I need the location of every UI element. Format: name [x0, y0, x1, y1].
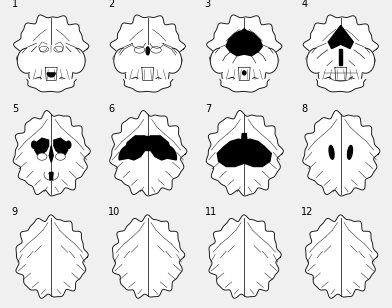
Polygon shape — [73, 48, 85, 73]
Polygon shape — [226, 31, 262, 56]
Polygon shape — [303, 15, 378, 83]
Polygon shape — [47, 73, 55, 77]
Ellipse shape — [66, 141, 71, 148]
Ellipse shape — [56, 153, 65, 160]
Polygon shape — [44, 172, 58, 180]
Ellipse shape — [348, 145, 352, 159]
Polygon shape — [27, 79, 76, 92]
Polygon shape — [217, 139, 271, 167]
Polygon shape — [363, 48, 375, 73]
Polygon shape — [170, 48, 181, 73]
Polygon shape — [145, 136, 151, 150]
Polygon shape — [240, 29, 248, 38]
Text: 12: 12 — [301, 207, 314, 217]
Polygon shape — [119, 145, 133, 160]
Polygon shape — [303, 111, 380, 196]
Polygon shape — [151, 136, 171, 160]
Polygon shape — [146, 47, 149, 55]
Polygon shape — [163, 145, 176, 160]
Text: 7: 7 — [205, 104, 211, 114]
Text: 2: 2 — [108, 0, 114, 9]
Polygon shape — [35, 138, 49, 155]
Polygon shape — [316, 79, 366, 92]
Polygon shape — [220, 79, 269, 92]
Polygon shape — [305, 215, 378, 298]
Polygon shape — [241, 134, 247, 140]
Text: 1: 1 — [12, 0, 18, 9]
Polygon shape — [45, 67, 57, 80]
Polygon shape — [207, 15, 282, 83]
Polygon shape — [110, 15, 185, 83]
Polygon shape — [335, 67, 347, 80]
Text: 9: 9 — [12, 207, 18, 217]
Polygon shape — [238, 67, 250, 80]
Polygon shape — [211, 48, 222, 73]
Text: 6: 6 — [108, 104, 114, 114]
Polygon shape — [307, 48, 319, 73]
Text: 10: 10 — [108, 207, 120, 217]
Polygon shape — [124, 136, 145, 160]
Polygon shape — [206, 111, 283, 196]
Polygon shape — [123, 79, 173, 92]
Polygon shape — [110, 111, 187, 196]
Text: 11: 11 — [205, 207, 217, 217]
Ellipse shape — [329, 145, 334, 159]
Polygon shape — [49, 172, 53, 180]
Polygon shape — [339, 49, 343, 65]
Polygon shape — [328, 26, 353, 49]
Polygon shape — [49, 146, 53, 162]
Text: 3: 3 — [205, 0, 211, 9]
Polygon shape — [14, 15, 89, 83]
Polygon shape — [243, 71, 246, 75]
Polygon shape — [54, 138, 68, 155]
Polygon shape — [114, 48, 126, 73]
Ellipse shape — [32, 141, 36, 148]
Text: 4: 4 — [301, 0, 307, 9]
Polygon shape — [113, 215, 185, 298]
Polygon shape — [13, 111, 90, 196]
Text: 5: 5 — [12, 104, 18, 114]
Ellipse shape — [37, 153, 47, 160]
Polygon shape — [17, 48, 29, 73]
Polygon shape — [266, 48, 278, 73]
Polygon shape — [142, 67, 154, 80]
Polygon shape — [209, 215, 281, 298]
Text: 8: 8 — [301, 104, 307, 114]
Polygon shape — [16, 215, 88, 298]
